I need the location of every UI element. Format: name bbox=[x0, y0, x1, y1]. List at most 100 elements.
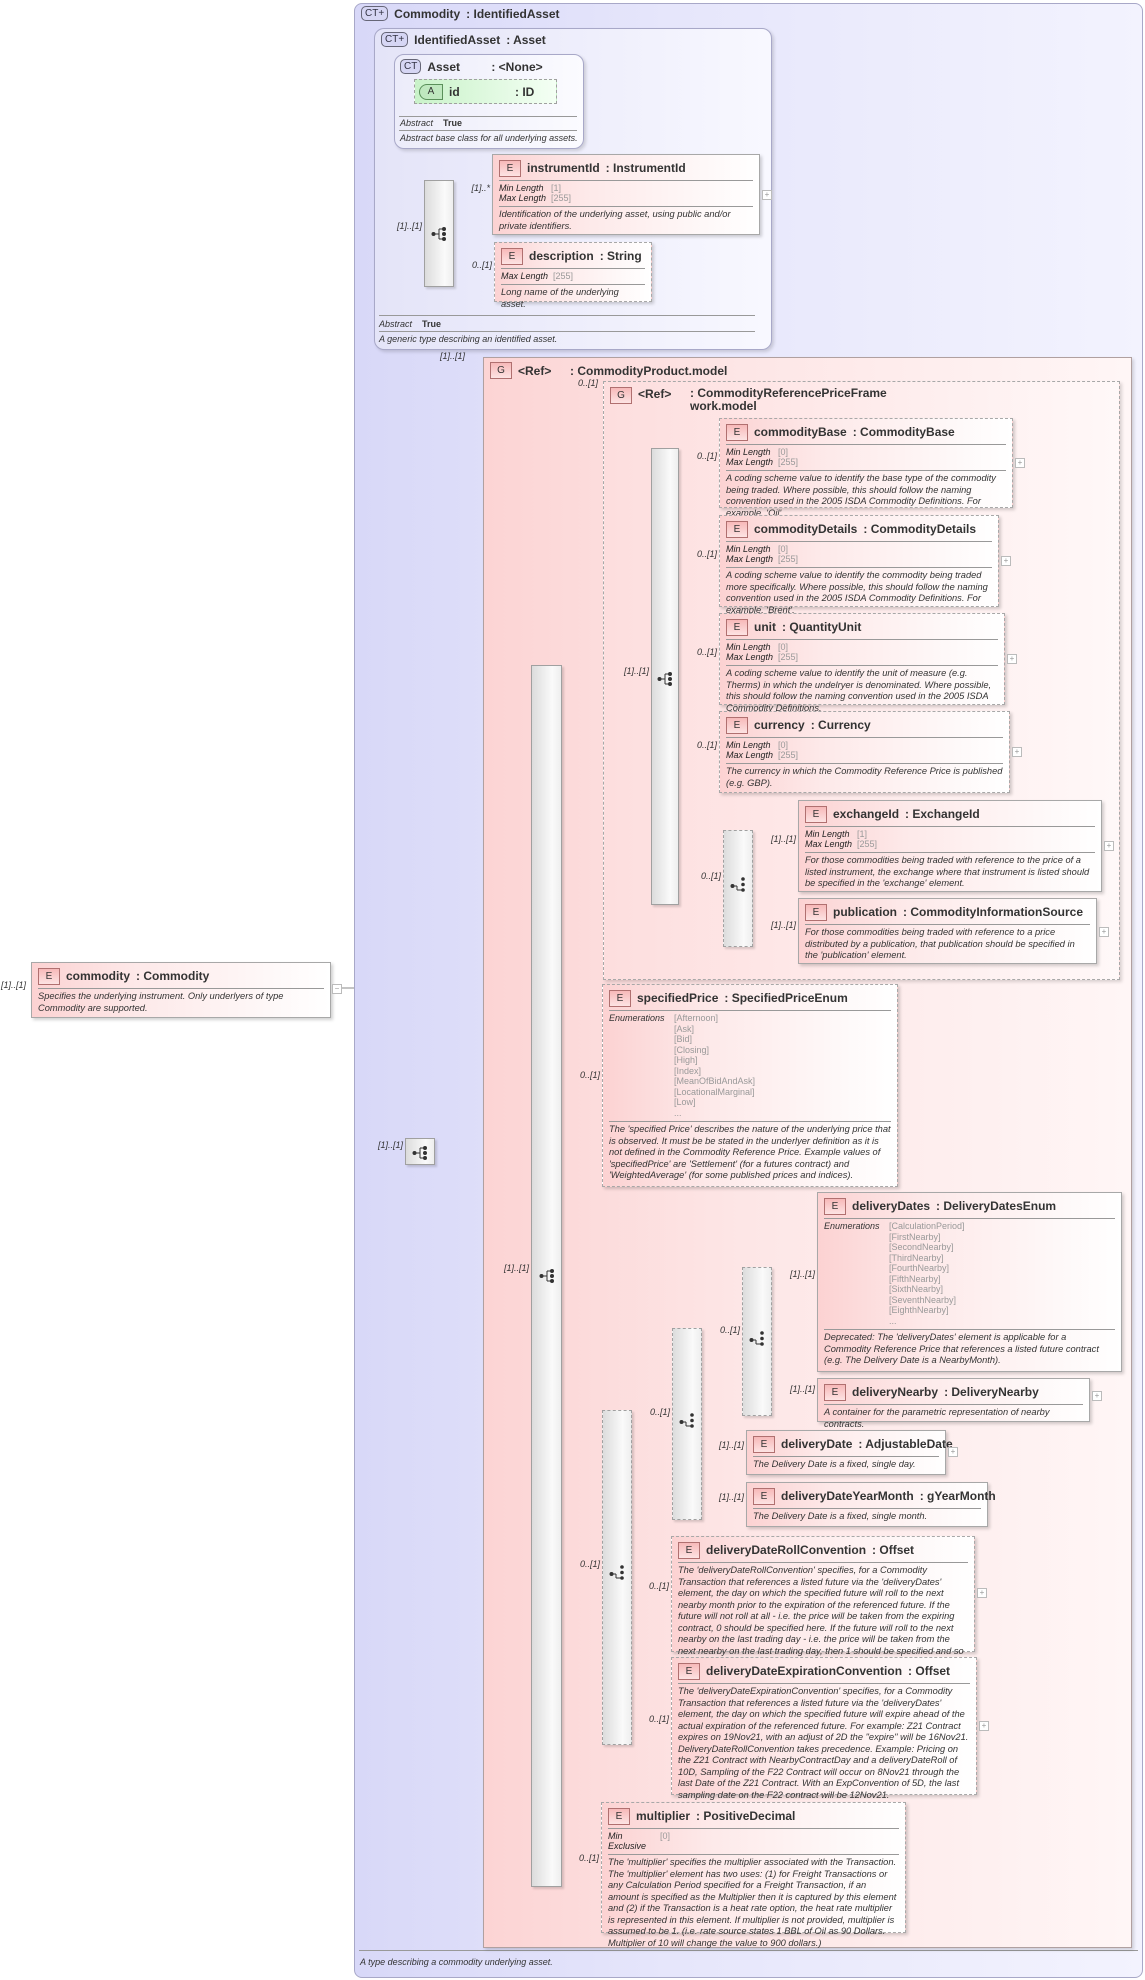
element-description: The 'multiplier' specifies the multiplie… bbox=[608, 1857, 897, 1948]
element-description: A coding scheme value to identify the ba… bbox=[726, 473, 996, 518]
expand-button[interactable]: + bbox=[948, 1447, 958, 1457]
element-badge: E bbox=[38, 967, 60, 985]
facet-row: Min Length [0] bbox=[726, 447, 1006, 457]
element-type: : InstrumentId bbox=[605, 161, 686, 175]
enumerations-label: Enumerations bbox=[824, 1221, 880, 1231]
type-name: Commodity bbox=[394, 6, 461, 21]
enumeration-value: [Bid] bbox=[674, 1034, 693, 1044]
occurrence-label: [1]..[1] bbox=[440, 351, 466, 361]
type-description: A type describing a commodity underlying… bbox=[360, 1957, 553, 1967]
expand-button[interactable]: + bbox=[1015, 458, 1025, 468]
attribute-id[interactable]: A id : ID bbox=[414, 79, 557, 104]
element-description: Specifies the underlying instrument. Onl… bbox=[38, 991, 284, 1013]
sequence-compositor[interactable] bbox=[424, 180, 454, 287]
facet-value: [255] bbox=[553, 271, 574, 281]
occurrence-label: 0..[1] bbox=[696, 647, 717, 657]
collapse-button[interactable]: − bbox=[332, 984, 342, 994]
element-description: A container for the parametric represent… bbox=[824, 1407, 1050, 1429]
expand-button[interactable]: + bbox=[1012, 747, 1022, 757]
element-badge: E bbox=[824, 1197, 846, 1215]
element-type: : DeliveryDatesEnum bbox=[936, 1199, 1057, 1213]
occurrence-label: [1]..[1] bbox=[396, 221, 422, 231]
element-badge: E bbox=[678, 1541, 700, 1559]
choice-compositor[interactable] bbox=[723, 830, 753, 947]
choice-compositor[interactable] bbox=[672, 1328, 702, 1520]
complex-type-badge: CT bbox=[400, 59, 422, 74]
group-badge: G bbox=[490, 362, 512, 379]
sequence-compositor[interactable] bbox=[405, 1138, 435, 1165]
group-badge: G bbox=[610, 387, 632, 404]
occurrence-label: 0..[1] bbox=[696, 451, 717, 461]
base-type: : Asset bbox=[506, 32, 546, 47]
facet-value: [0] bbox=[778, 447, 789, 457]
type-name: Asset bbox=[427, 59, 461, 74]
expand-button[interactable]: + bbox=[762, 190, 772, 200]
abstract-label: Abstract bbox=[379, 319, 413, 329]
sequence-icon bbox=[657, 672, 672, 686]
element-description: Identification of the underlying asset, … bbox=[499, 209, 731, 231]
element-name: deliveryDates bbox=[852, 1199, 931, 1213]
sequence-icon bbox=[431, 227, 446, 241]
element-type: : AdjustableDate bbox=[858, 1437, 953, 1451]
element-badge: E bbox=[726, 423, 748, 441]
attribute-badge: A bbox=[419, 84, 443, 100]
facet-value: [255] bbox=[778, 457, 799, 467]
occurrence-label: [1]..[1] bbox=[789, 1269, 815, 1279]
choice-compositor[interactable] bbox=[742, 1267, 772, 1416]
sequence-compositor[interactable] bbox=[651, 448, 679, 905]
type-description: A generic type describing an identified … bbox=[379, 334, 558, 344]
enumeration-value: [Afternoon] bbox=[674, 1013, 719, 1023]
occurrence-label: 0..[1] bbox=[649, 1407, 670, 1417]
element-badge: E bbox=[824, 1383, 846, 1401]
element-description: A coding scheme value to identify the co… bbox=[726, 570, 988, 615]
element-description: The currency in which the Commodity Refe… bbox=[726, 766, 1003, 788]
element-commodity[interactable]: E commodity : Commodity Specifies the un… bbox=[31, 962, 331, 1018]
group-ref: <Ref> bbox=[638, 387, 672, 401]
facet-label: Max Length bbox=[805, 839, 853, 849]
occurrence-label: 0..[1] bbox=[700, 871, 721, 881]
facet-row: Min Length [0] bbox=[726, 740, 1003, 750]
attribute-name: id bbox=[449, 85, 460, 99]
choice-compositor[interactable] bbox=[602, 1410, 632, 1745]
sequence-compositor[interactable] bbox=[531, 665, 562, 1887]
occurrence-label: 0..[1] bbox=[648, 1581, 669, 1591]
facet-row: Max Length [255] bbox=[805, 839, 1095, 849]
element-badge: E bbox=[726, 716, 748, 734]
expand-button[interactable]: + bbox=[1104, 841, 1114, 851]
facet-value: [1] bbox=[551, 183, 562, 193]
choice-icon bbox=[749, 1331, 764, 1346]
enumeration-value: [High] bbox=[674, 1055, 698, 1065]
abstract-value: True bbox=[443, 118, 463, 128]
occurrence-label: [1]..[1] bbox=[718, 1492, 744, 1502]
expand-button[interactable]: + bbox=[1007, 654, 1017, 664]
facet-row: Max Length [255] bbox=[726, 554, 992, 564]
expand-button[interactable]: + bbox=[1092, 1391, 1102, 1401]
occurrence-label: [1]..[1] bbox=[770, 834, 796, 844]
expand-button[interactable]: + bbox=[977, 1588, 987, 1598]
enumeration-value: [MeanOfBidAndAsk] bbox=[674, 1076, 756, 1086]
expand-button[interactable]: + bbox=[979, 1721, 989, 1731]
element-name: deliveryDateYearMonth bbox=[781, 1489, 914, 1503]
expand-button[interactable]: + bbox=[1001, 556, 1011, 566]
enumeration-value: [Closing] bbox=[674, 1044, 710, 1055]
expand-button[interactable]: + bbox=[1099, 927, 1109, 937]
element-type: : Offset bbox=[908, 1664, 951, 1678]
element-name: publication bbox=[833, 905, 897, 919]
element-badge: E bbox=[805, 903, 827, 921]
